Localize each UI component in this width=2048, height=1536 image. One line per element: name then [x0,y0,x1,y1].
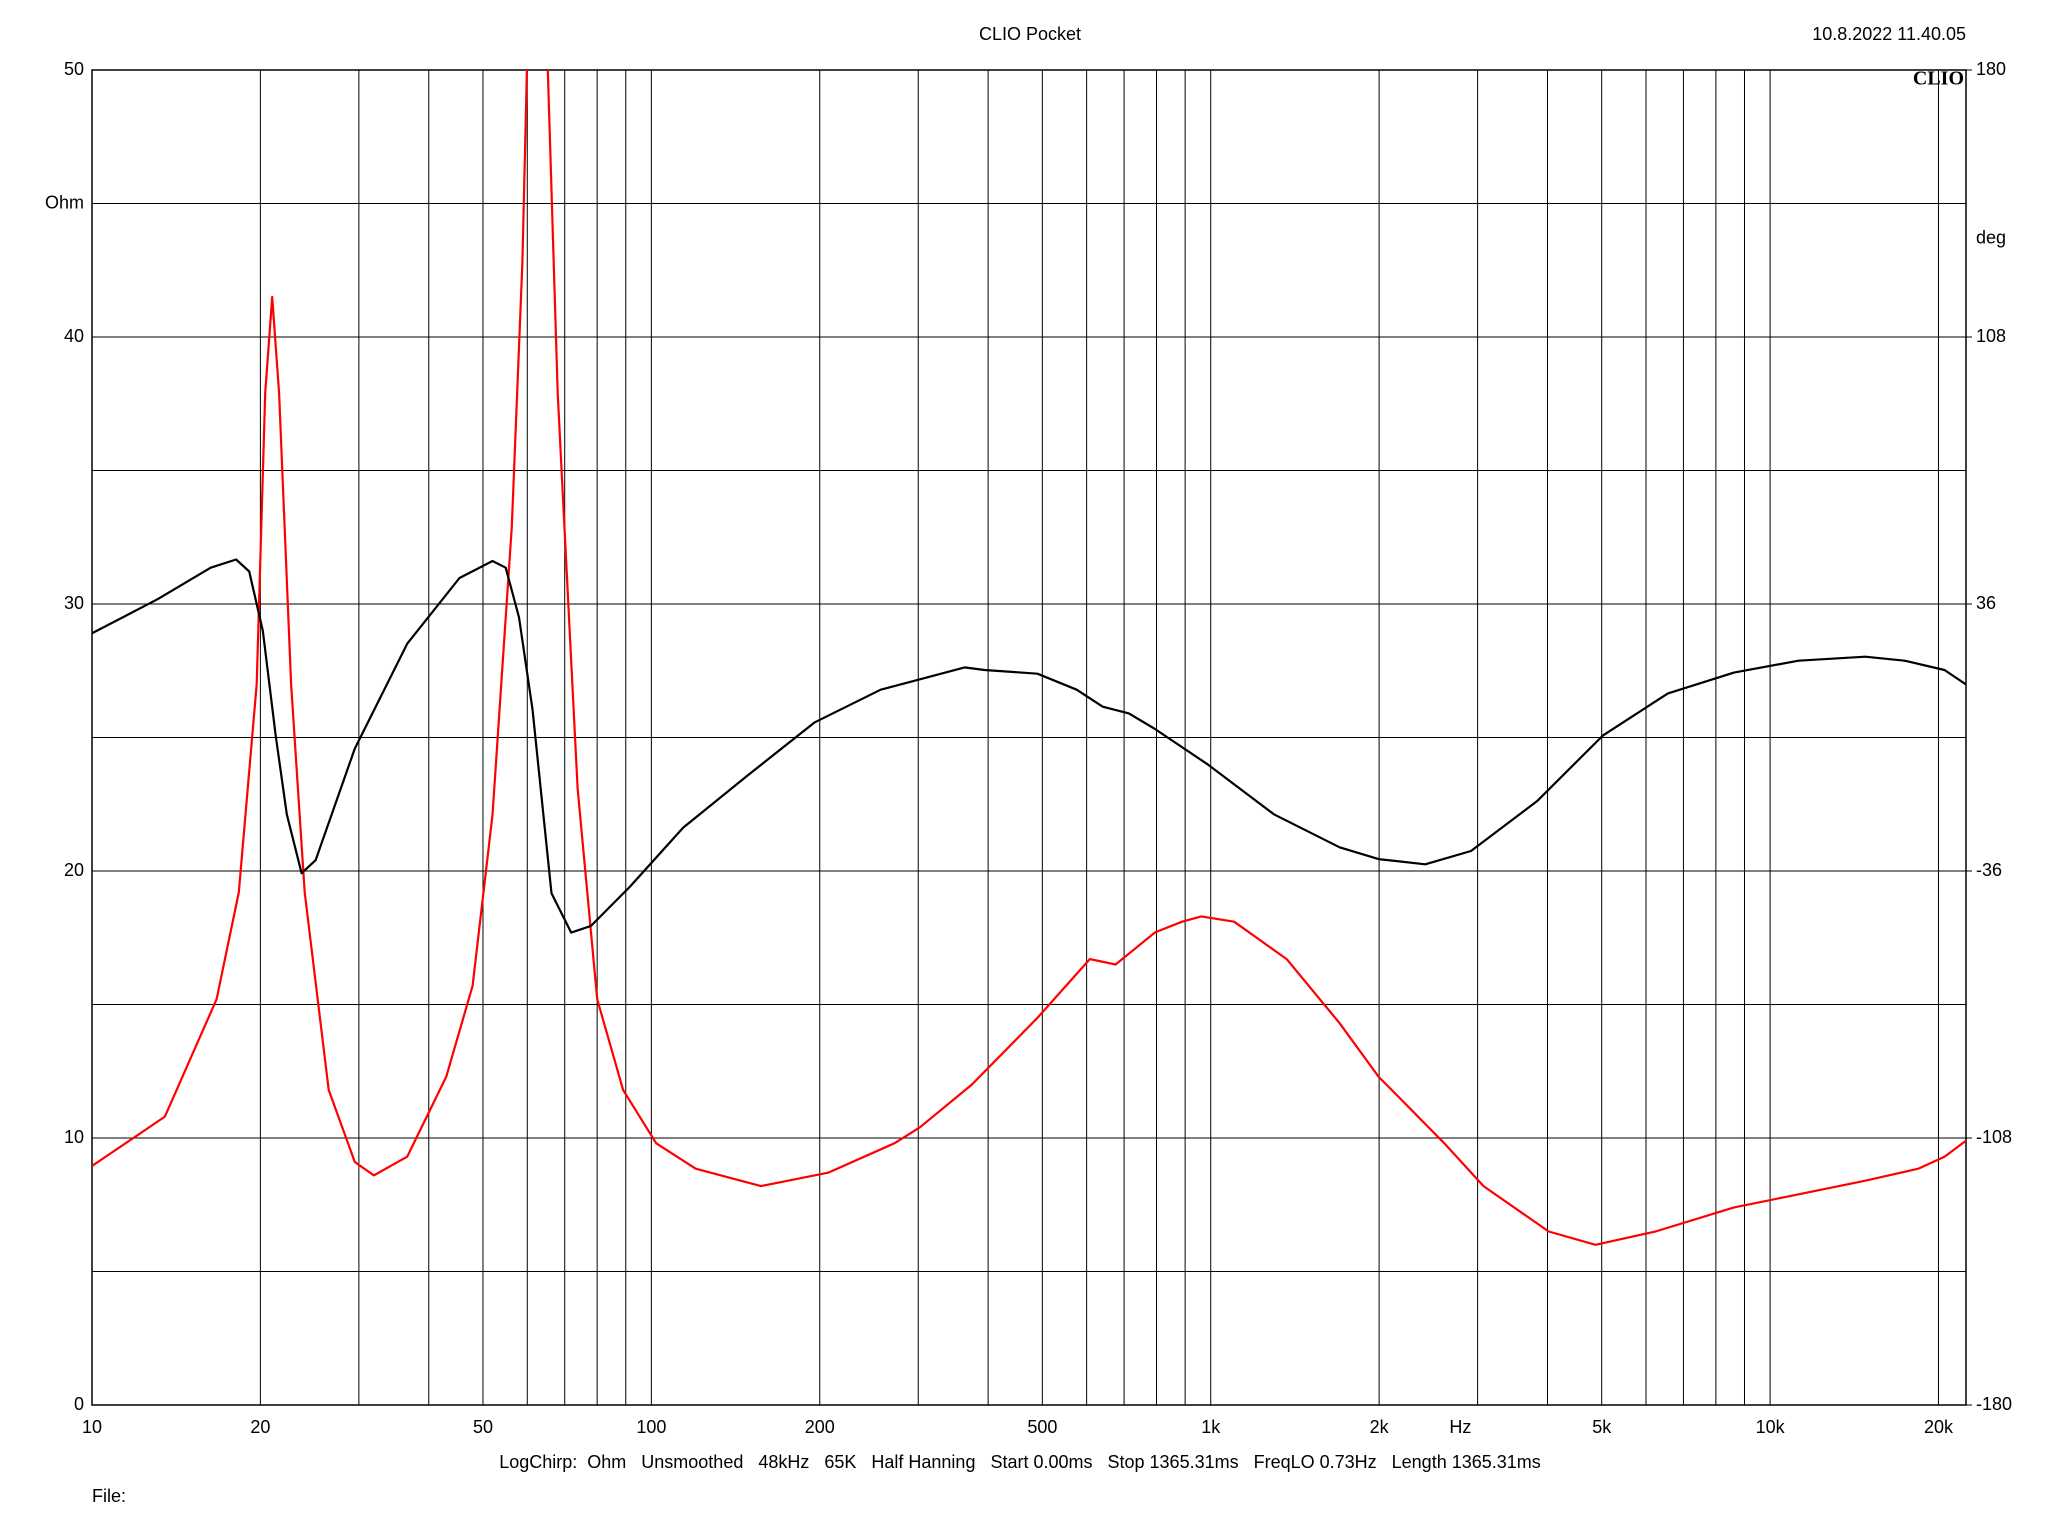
y-tick-label: 30 [64,593,84,613]
x-axis-label: Hz [1449,1417,1471,1437]
file-label: File: [92,1486,126,1506]
y-tick-label: 40 [64,326,84,346]
series-line [92,558,1966,934]
plot-frame [91,69,1967,1406]
series-line [92,70,1966,1246]
x-tick-label: 50 [473,1417,493,1437]
x-tick-label: 200 [805,1417,835,1437]
y2-tick-label: 180 [1976,59,2006,79]
y-tick-label: 20 [64,860,84,880]
x-tick-label: 500 [1027,1417,1057,1437]
x-tick-label: 100 [636,1417,666,1437]
y2-tick-label: 36 [1976,593,1996,613]
y-tick-label: 0 [74,1394,84,1414]
plot-area [92,70,1966,1246]
y-tick-label: 50 [64,59,84,79]
footer-info: LogChirp: Ohm Unsmoothed 48kHz 65K Half … [499,1452,1541,1472]
x-tick-label: 20 [250,1417,270,1437]
chart-title: CLIO Pocket [979,24,1081,44]
timestamp: 10.8.2022 11.40.05 [1812,24,1966,44]
x-tick-label: 1k [1201,1417,1221,1437]
y2-axis-label: deg [1976,227,2006,247]
y2-tick-label: 108 [1976,326,2006,346]
y-axis-label: Ohm [45,192,84,212]
x-tick-label: 2k [1370,1417,1390,1437]
y-tick-label: 10 [64,1127,84,1147]
x-tick-label: 5k [1592,1417,1612,1437]
y2-tick-label: -36 [1976,860,2002,880]
y2-tick-label: -108 [1976,1127,2012,1147]
y2-tick-label: -180 [1976,1394,2012,1414]
x-tick-label: 10k [1756,1417,1786,1437]
x-tick-label: 20k [1924,1417,1954,1437]
x-tick-label: 10 [82,1417,102,1437]
